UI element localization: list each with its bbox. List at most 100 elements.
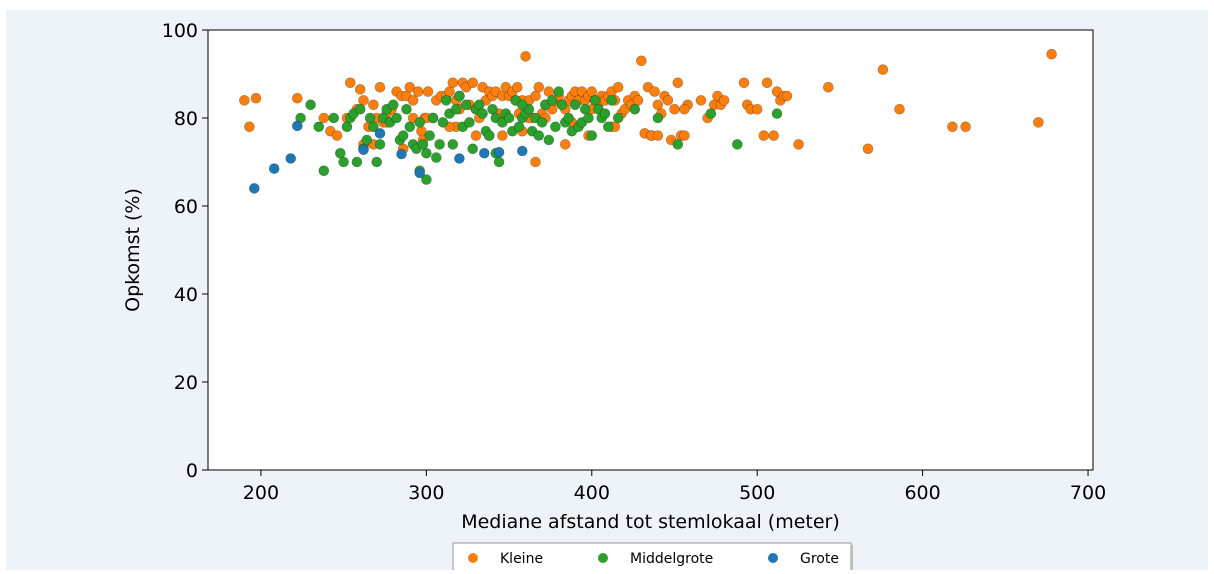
point-middelgrote [441,95,451,105]
point-middelgrote [584,113,594,123]
point-kleine [448,78,458,88]
point-grote [479,148,489,158]
point-kleine [961,122,971,132]
point-kleine [319,113,329,123]
point-middelgrote [362,135,372,145]
point-grote [292,121,302,131]
y-tick-label: 100 [162,20,198,42]
point-kleine [679,104,689,114]
point-middelgrote [352,157,362,167]
point-kleine [375,82,385,92]
point-middelgrote [388,100,398,110]
point-kleine [359,95,369,105]
point-kleine [587,87,597,97]
point-middelgrote [557,100,567,110]
point-kleine [471,131,481,141]
point-kleine [613,82,623,92]
point-grote [269,164,279,174]
x-tick-label: 200 [243,482,279,504]
point-kleine [739,78,749,88]
point-kleine [560,139,570,149]
point-middelgrote [365,113,375,123]
point-middelgrote [461,100,471,110]
point-kleine [782,91,792,101]
point-middelgrote [418,139,428,149]
point-middelgrote [478,109,488,119]
point-middelgrote [607,95,617,105]
point-kleine [345,78,355,88]
point-middelgrote [550,122,560,132]
y-tick-label: 40 [174,284,198,306]
point-middelgrote [438,117,448,127]
point-middelgrote [673,139,683,149]
y-tick-label: 80 [174,108,198,130]
point-kleine [251,93,261,103]
point-middelgrote [372,157,382,167]
point-grote [397,149,407,159]
point-middelgrote [484,131,494,141]
point-middelgrote [600,109,610,119]
legend-marker-middelgrote [598,553,608,563]
point-kleine [368,100,378,110]
point-kleine [445,87,455,97]
x-tick-label: 600 [904,482,940,504]
point-middelgrote [405,122,415,132]
point-kleine [292,93,302,103]
point-middelgrote [464,117,474,127]
point-middelgrote [772,109,782,119]
chart-figure: 200 300 400 500 600 700 0 20 40 60 80 100 Mediane a… [6,10,1208,570]
point-middelgrote [428,113,438,123]
point-middelgrote [314,122,324,132]
point-kleine [531,91,541,101]
point-kleine [878,65,888,75]
x-tick-label: 700 [1070,482,1106,504]
point-middelgrote [448,139,458,149]
point-middelgrote [451,104,461,114]
point-middelgrote [590,95,600,105]
point-kleine [653,100,663,110]
point-middelgrote [431,153,441,163]
point-kleine [794,139,804,149]
point-kleine [633,95,643,105]
y-tick-label: 0 [186,460,198,482]
point-middelgrote [570,100,580,110]
point-kleine [762,78,772,88]
point-middelgrote [514,122,524,132]
point-middelgrote [392,113,402,123]
point-middelgrote [613,113,623,123]
point-kleine [408,95,418,105]
point-kleine [650,87,660,97]
point-kleine [512,82,522,92]
point-kleine [423,87,433,97]
point-kleine [636,56,646,66]
y-tick-label: 60 [174,196,198,218]
point-middelgrote [706,109,716,119]
point-middelgrote [564,113,574,123]
point-middelgrote [355,104,365,114]
legend-label-grote: Grote [800,551,839,567]
point-kleine [1033,117,1043,127]
point-middelgrote [335,148,345,158]
point-middelgrote [554,87,564,97]
point-middelgrote [454,91,464,101]
point-kleine [497,131,507,141]
point-kleine [863,144,873,154]
x-tick-label: 400 [574,482,610,504]
y-axis-title: Opkomst (%) [122,188,144,312]
point-middelgrote [402,104,412,114]
point-middelgrote [435,139,445,149]
point-kleine [752,104,762,114]
point-middelgrote [603,122,613,132]
point-middelgrote [415,117,425,127]
point-middelgrote [544,135,554,145]
point-middelgrote [547,95,557,105]
plot-area [208,30,1093,470]
point-grote [286,154,296,164]
point-middelgrote [319,166,329,176]
legend-label-kleine: Kleine [500,551,543,567]
x-tick-label: 500 [739,482,775,504]
point-middelgrote [653,113,663,123]
point-kleine [531,157,541,167]
point-middelgrote [630,104,640,114]
point-grote [517,146,527,156]
